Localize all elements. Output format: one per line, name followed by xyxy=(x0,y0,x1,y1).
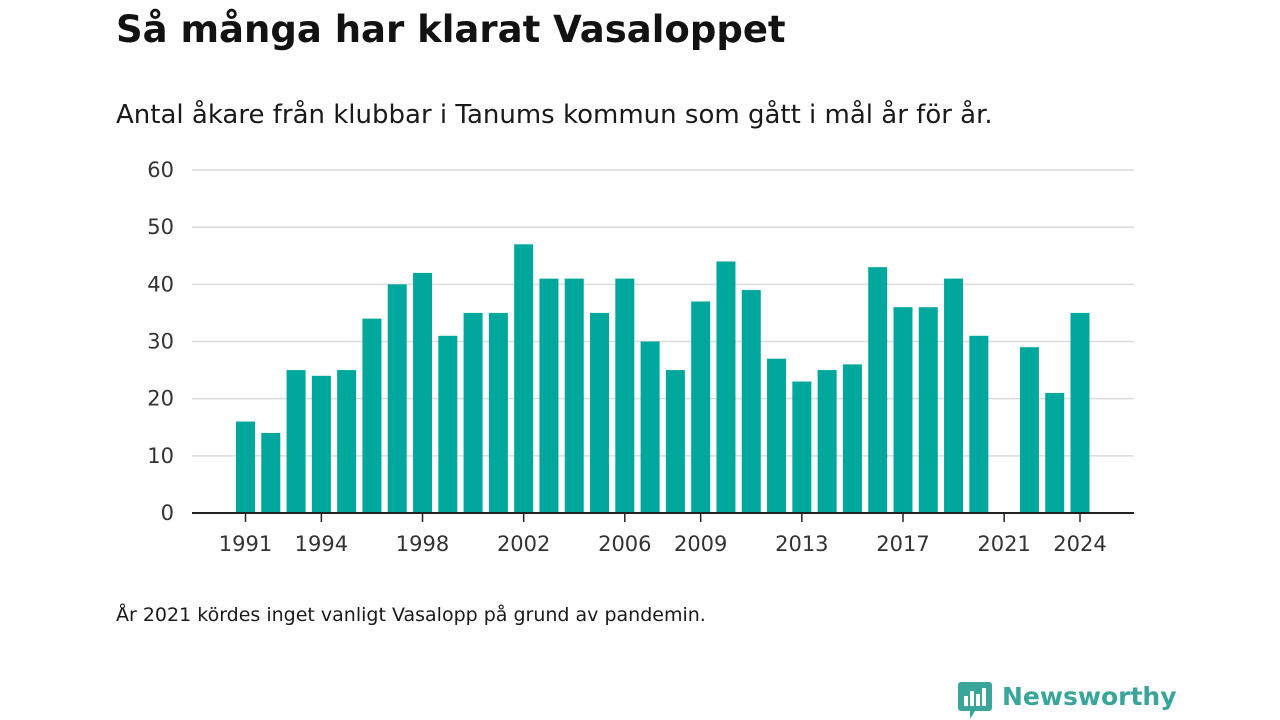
bar-2017 xyxy=(893,307,913,513)
gridlines xyxy=(192,169,1134,457)
bar-1999 xyxy=(438,335,458,513)
bar-1992 xyxy=(261,432,281,513)
x-tick-label: 2013 xyxy=(775,532,828,556)
y-tick-label: 10 xyxy=(147,444,174,468)
bar-1994 xyxy=(311,375,331,513)
bar-2023 xyxy=(1045,392,1065,513)
brand-name: Newsworthy xyxy=(1002,682,1177,711)
y-tick-label: 20 xyxy=(147,387,174,411)
chart-title: Så många har klarat Vasaloppet xyxy=(116,8,786,51)
bar-chart: 0 10 20 30 40 50 60 1991 1994 1998 2002 2006 2009 201… xyxy=(147,158,1134,556)
bar-2012 xyxy=(767,358,787,513)
bar-2018 xyxy=(918,307,938,513)
x-tick-label: 2017 xyxy=(876,532,929,556)
x-tick-label: 2009 xyxy=(674,532,727,556)
bar-2001 xyxy=(488,312,508,513)
y-tick-label: 50 xyxy=(147,215,174,239)
newsworthy-logo-icon xyxy=(958,682,992,719)
footnote: År 2021 kördes inget vanligt Vasalopp på… xyxy=(116,604,706,626)
bar-2007 xyxy=(640,341,660,513)
bar-2013 xyxy=(792,381,812,513)
bar-2008 xyxy=(665,370,685,513)
y-tick-label: 60 xyxy=(147,158,174,182)
bar-2019 xyxy=(944,278,964,513)
bar-2016 xyxy=(868,267,888,513)
bars xyxy=(236,244,1090,514)
bar-1998 xyxy=(413,272,433,513)
bar-2014 xyxy=(817,370,837,513)
bar-2006 xyxy=(615,278,635,513)
x-tick-label: 2024 xyxy=(1053,532,1106,556)
bar-2020 xyxy=(969,335,989,513)
bar-2000 xyxy=(463,312,483,513)
bar-2003 xyxy=(539,278,559,513)
bar-1995 xyxy=(337,370,357,513)
brand-logo: Newsworthy xyxy=(958,680,1177,720)
bar-2009 xyxy=(691,301,711,513)
bar-1993 xyxy=(286,370,306,513)
bar-2005 xyxy=(590,312,610,513)
y-tick-label: 0 xyxy=(161,501,174,525)
bar-2015 xyxy=(842,364,862,513)
bar-2010 xyxy=(716,261,736,513)
y-tick-label: 40 xyxy=(147,272,174,296)
x-tick-label: 1998 xyxy=(396,532,449,556)
x-tick-label: 2002 xyxy=(497,532,550,556)
bar-1991 xyxy=(236,421,255,513)
axes: 0 10 20 30 40 50 60 1991 1994 1998 2002 2006 2009 201… xyxy=(147,158,1134,556)
bar-2022 xyxy=(1019,347,1039,513)
bar-1996 xyxy=(362,318,382,513)
bar-2002 xyxy=(514,244,534,514)
bar-2024 xyxy=(1070,312,1090,513)
bar-1997 xyxy=(387,284,407,513)
bar-2011 xyxy=(741,290,761,513)
chart-subtitle: Antal åkare från klubbar i Tanums kommun… xyxy=(116,100,993,130)
bar-2004 xyxy=(564,278,584,513)
x-tick-label: 2006 xyxy=(598,532,651,556)
y-tick-label: 30 xyxy=(147,330,174,354)
x-tick-label: 1991 xyxy=(219,532,272,556)
x-tick-label: 2021 xyxy=(977,532,1030,556)
x-tick-label: 1994 xyxy=(295,532,348,556)
